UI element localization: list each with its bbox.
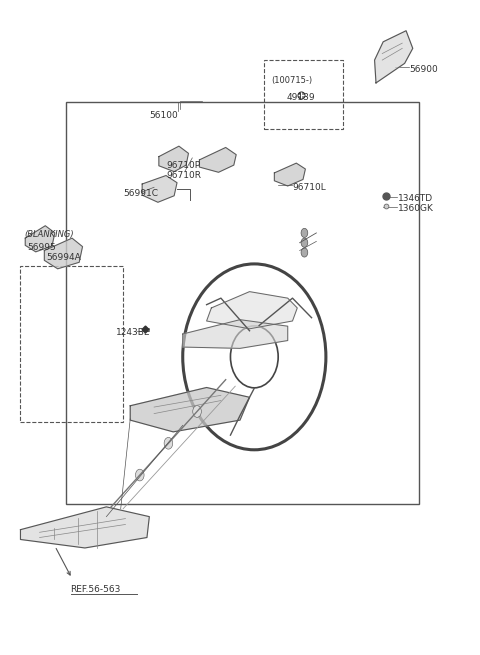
Text: 56994A: 56994A <box>47 253 82 262</box>
Text: 96710R: 96710R <box>166 171 201 180</box>
Text: 1346TD: 1346TD <box>397 194 432 203</box>
Text: 1360GK: 1360GK <box>397 204 433 214</box>
Text: 56995: 56995 <box>28 243 56 252</box>
Text: 96710L: 96710L <box>292 183 326 192</box>
Circle shape <box>135 469 144 481</box>
Circle shape <box>164 438 173 449</box>
Text: 96710P: 96710P <box>166 161 200 170</box>
Text: 1243BE: 1243BE <box>116 328 150 337</box>
Polygon shape <box>21 507 149 548</box>
Circle shape <box>301 229 308 238</box>
Text: REF.56-563: REF.56-563 <box>71 585 121 594</box>
Text: 49139: 49139 <box>287 94 315 102</box>
Polygon shape <box>374 31 413 83</box>
Text: (100715-): (100715-) <box>271 77 312 85</box>
Polygon shape <box>199 147 236 172</box>
Text: 56900: 56900 <box>409 65 438 74</box>
Text: 56100: 56100 <box>149 111 178 120</box>
Polygon shape <box>44 238 83 269</box>
Polygon shape <box>130 388 250 432</box>
Circle shape <box>301 248 308 257</box>
Circle shape <box>193 405 201 417</box>
Text: (BLANKING): (BLANKING) <box>24 231 74 239</box>
Polygon shape <box>206 291 297 329</box>
Polygon shape <box>142 176 177 202</box>
Text: 56991C: 56991C <box>123 189 158 198</box>
Polygon shape <box>183 320 288 348</box>
Circle shape <box>301 238 308 248</box>
Polygon shape <box>275 163 305 186</box>
Polygon shape <box>25 226 55 252</box>
Polygon shape <box>159 146 189 172</box>
